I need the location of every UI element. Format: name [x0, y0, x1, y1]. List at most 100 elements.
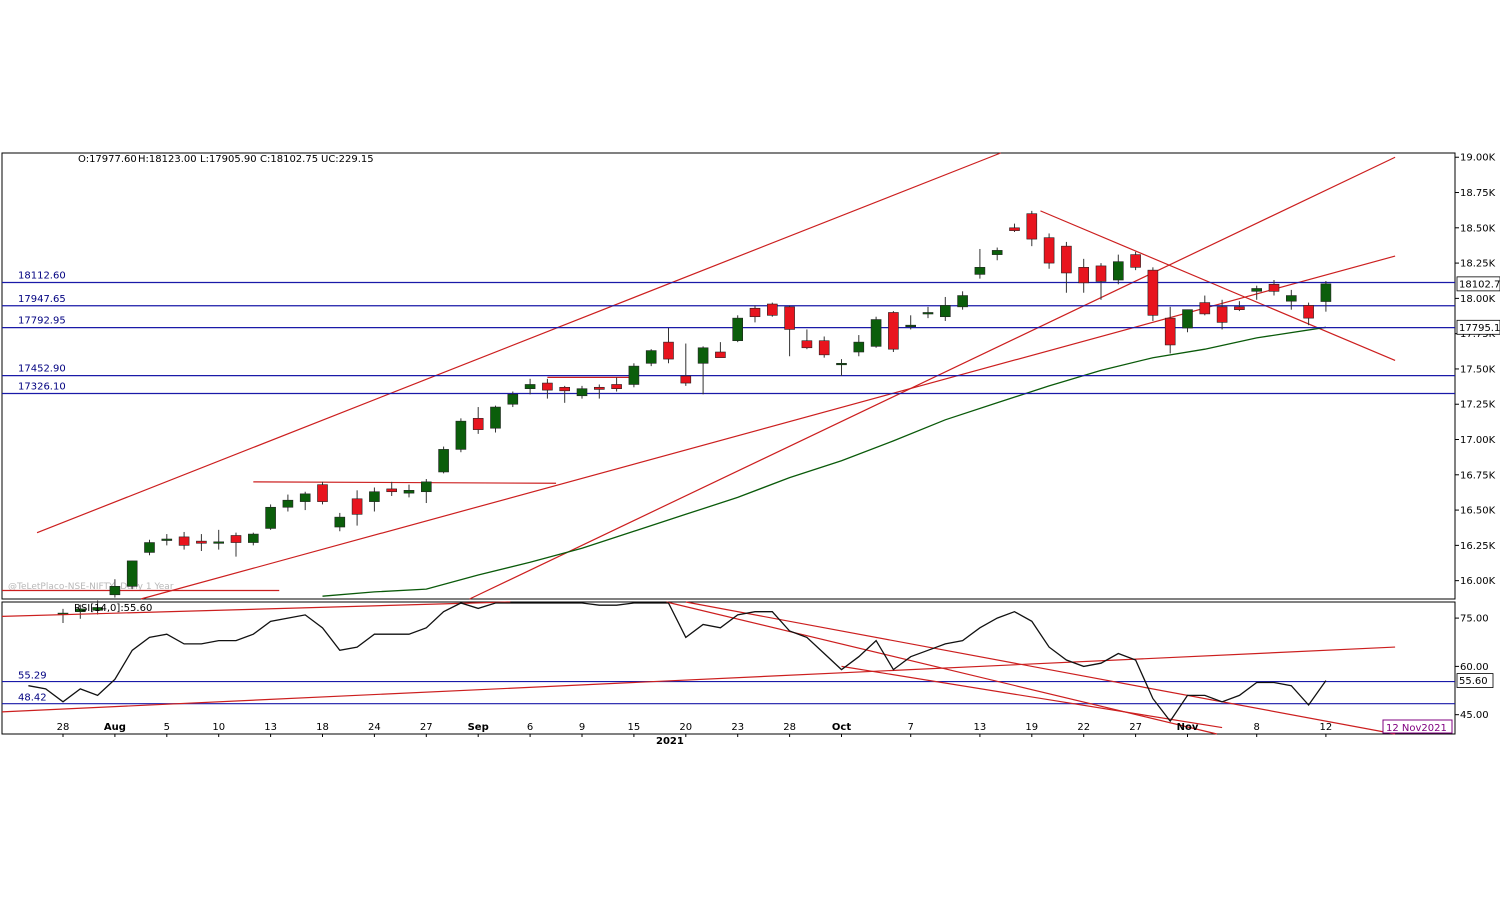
ohlc-low: L:17905.90: [200, 154, 257, 165]
date-axis: 28 Aug 5 10 13 18 24 27 Sep 6 9 15 20 23 28 Oct 7 13 19 22 2…: [57, 722, 1333, 737]
candle-body: [265, 506, 276, 529]
date-tick-label: 15: [628, 722, 641, 733]
candle: [420, 479, 432, 504]
candle-body: [628, 365, 640, 385]
price-axis: 16.00K 16.25K 16.50K 16.75K 17.00K 17.25K 17.5…: [1455, 153, 1496, 587]
price-tick-label: 16.25K: [1460, 541, 1496, 552]
candle-body: [836, 362, 847, 366]
rsi-tag-label: 55.60: [1459, 676, 1488, 687]
date-tick-label: 13: [974, 722, 987, 733]
candle-body: [144, 542, 155, 553]
candle-body: [1182, 309, 1193, 329]
candle-body: [888, 312, 899, 350]
candle-body: [490, 406, 501, 429]
price-tick-label: 16.75K: [1460, 470, 1496, 481]
date-tick-label: Oct: [832, 722, 851, 733]
date-tag-box: [1382, 719, 1453, 734]
candle: [403, 484, 415, 498]
candle-body: [1303, 305, 1314, 319]
candle-body: [334, 516, 346, 528]
rsi-trend-line: [685, 601, 1396, 735]
candle: [109, 579, 121, 598]
date-tick-label: 19: [1025, 722, 1038, 733]
candle: [732, 315, 744, 343]
candle-body: [403, 490, 415, 494]
candle-body: [801, 340, 813, 349]
candle: [836, 359, 847, 376]
candle: [472, 407, 484, 434]
date-tick-label: 12: [1320, 722, 1333, 733]
candle-body: [1078, 267, 1089, 284]
candle-body: [1061, 245, 1072, 274]
price-tick-label: 19.00K: [1460, 153, 1496, 164]
candle: [317, 481, 328, 505]
candle-body: [680, 375, 692, 384]
level-label: 17792.95: [18, 316, 66, 327]
candle: [1251, 285, 1262, 300]
rsi-tick-label: 60.00: [1460, 662, 1489, 673]
date-tick-label: 20: [679, 722, 692, 733]
candle: [853, 335, 865, 357]
candle-body: [369, 491, 380, 502]
candle: [230, 532, 242, 557]
year-label: 2021: [656, 736, 684, 747]
candle-body: [1043, 237, 1055, 264]
candle-body: [663, 341, 674, 360]
price-tick-label: 16.00K: [1460, 576, 1496, 587]
candle-body: [542, 382, 553, 391]
candle-body: [749, 307, 761, 318]
candle: [1286, 289, 1297, 310]
trend-line: [253, 481, 557, 484]
ohlc-close: C:18102.75: [260, 154, 318, 165]
candle: [1164, 306, 1176, 354]
candle: [1182, 309, 1193, 333]
candle: [870, 316, 882, 348]
date-tick-label: 13: [264, 722, 277, 733]
candle-body: [109, 585, 121, 596]
candle: [92, 600, 103, 615]
price-tag-label: 17795.1: [1459, 323, 1500, 334]
candle-body: [784, 306, 795, 330]
ma-line: [322, 326, 1326, 597]
candle-body: [1026, 213, 1038, 240]
candle: [1061, 241, 1072, 293]
price-tick-label: 17.50K: [1460, 364, 1496, 375]
candle: [369, 487, 380, 512]
candle: [576, 385, 588, 399]
candle-body: [766, 303, 778, 316]
candle-body: [386, 488, 398, 493]
candle-body: [524, 384, 536, 390]
ohlc-high: H:18123.00: [138, 154, 197, 165]
price-tick-label: 18.75K: [1460, 188, 1496, 199]
candle-body: [507, 394, 519, 405]
candle: [593, 384, 605, 399]
candle-body: [1095, 265, 1107, 282]
candle: [957, 291, 968, 310]
candle: [905, 315, 917, 330]
date-tick-label: 9: [579, 722, 585, 733]
candle-body: [282, 499, 294, 508]
candle-body: [438, 449, 449, 473]
candle-body: [1199, 302, 1211, 315]
date-tick-label: 5: [164, 722, 170, 733]
candle: [939, 296, 951, 321]
candle-body: [1164, 317, 1176, 346]
candle-body: [1130, 254, 1141, 268]
candle: [1026, 210, 1038, 247]
candle-body: [1216, 306, 1228, 323]
candle: [265, 504, 276, 530]
date-tick-label: 18: [316, 722, 329, 733]
rsi-tick-label: 75.00: [1460, 614, 1489, 625]
date-tick-label: 27: [1129, 722, 1142, 733]
candle: [1234, 301, 1245, 312]
candle: [1078, 258, 1089, 293]
candle-body: [248, 533, 259, 543]
candle: [282, 494, 294, 512]
price-tags: 18102.7 17795.1: [1456, 276, 1500, 335]
candle-body: [905, 324, 917, 327]
date-tick-label: 24: [368, 722, 381, 733]
candle: [1113, 254, 1124, 285]
rsi-trend-line: [1, 601, 511, 617]
candle: [663, 328, 674, 364]
